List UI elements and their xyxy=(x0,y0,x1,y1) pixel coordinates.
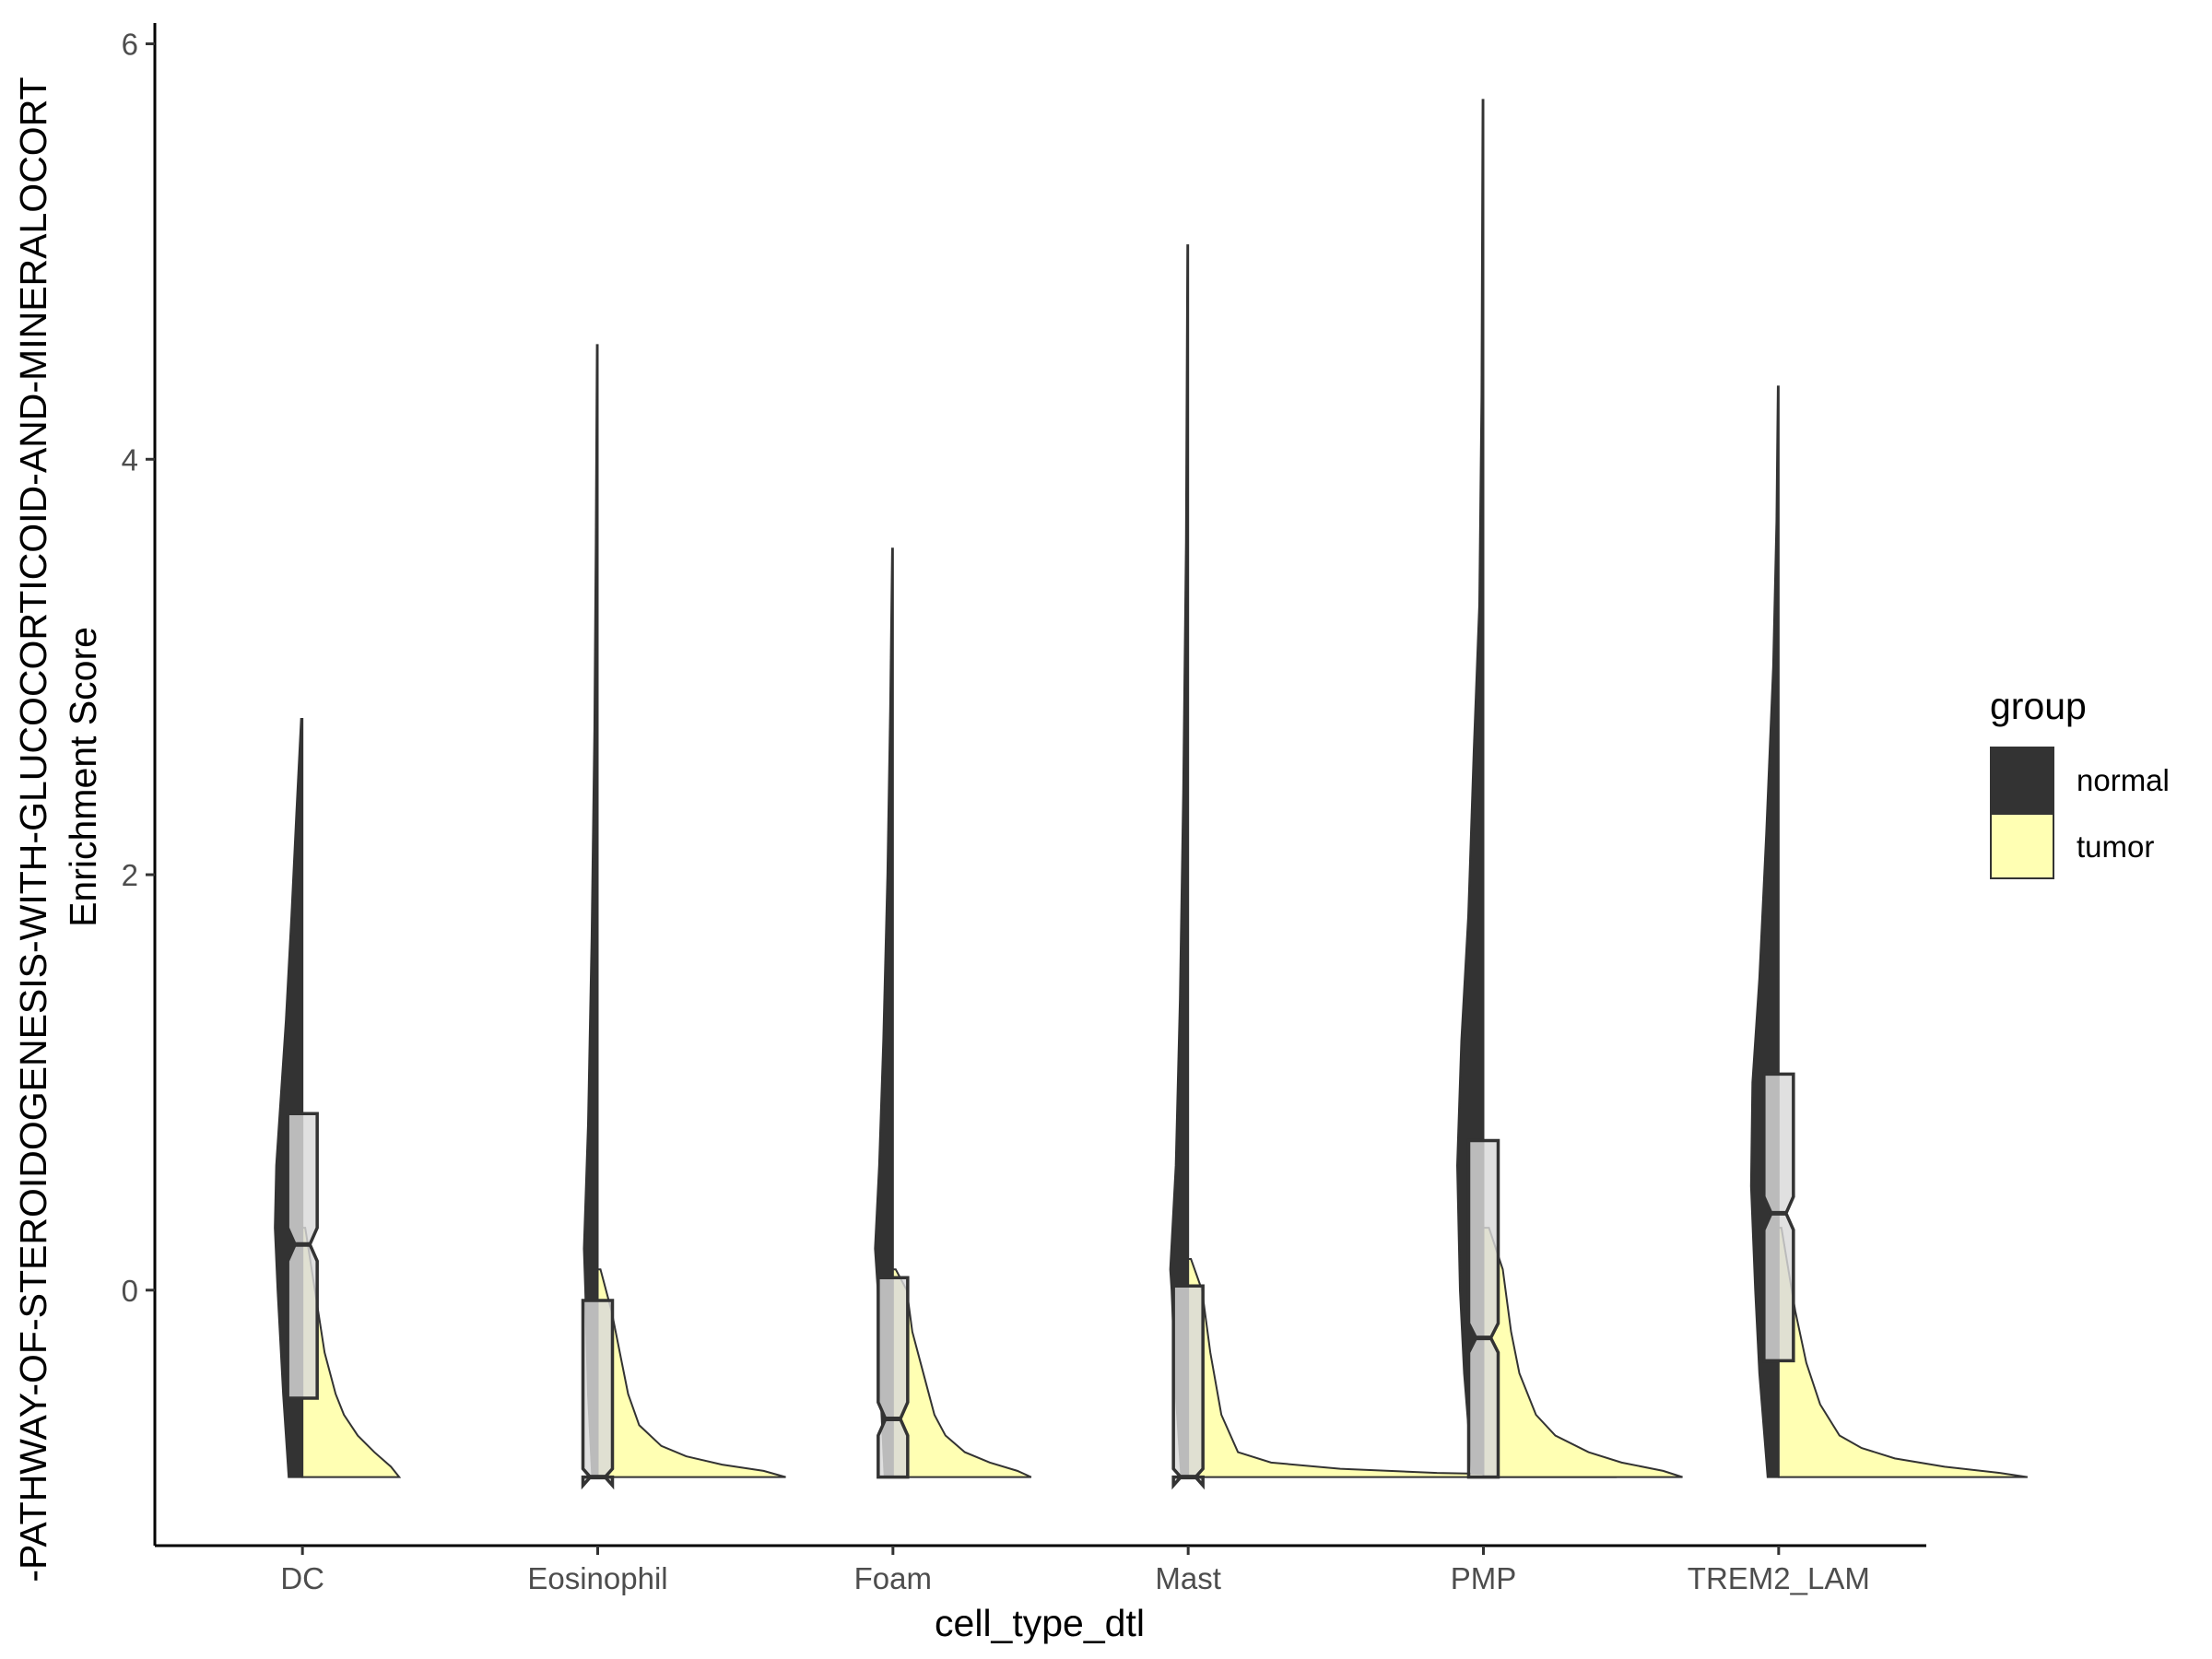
violin-tumor-foam xyxy=(891,1268,1032,1478)
boxplot-mast xyxy=(1171,1284,1205,1490)
y-tick-label-0: 0 xyxy=(122,1274,138,1308)
violin-tumor-pmp xyxy=(1482,1227,1683,1478)
legend-key-normal xyxy=(1990,747,2054,813)
boxplot-eosinophil xyxy=(581,1299,615,1490)
y-axis-title-line2: Enrichment Score xyxy=(62,627,104,927)
x-tick-label-pmp: PMP xyxy=(1451,1561,1517,1595)
legend: group normal tumor xyxy=(1990,685,2170,879)
legend-title: group xyxy=(1990,685,2087,727)
x-axis-title: cell_type_dtl xyxy=(935,1602,1145,1644)
plot-panel xyxy=(274,99,2028,1490)
legend-label-tumor: tumor xyxy=(2077,830,2154,864)
legend-label-normal: normal xyxy=(2077,763,2170,797)
violin-normal-pmp xyxy=(1455,99,1485,1478)
boxplot-trem2-lam xyxy=(1762,1072,1795,1363)
violin-tumor-trem2-lam xyxy=(1777,1227,2028,1478)
y-tick-label-6: 6 xyxy=(122,28,138,62)
y-axis-title-line1: -PATHWAY-OF-STEROIDOGENESIS-WITH-GLUCOCO… xyxy=(12,76,54,1582)
boxplot-foam xyxy=(877,1276,910,1479)
x-tick-label-trem2-lam: TREM2_LAM xyxy=(1688,1561,1870,1595)
x-tick-label-foam: Foam xyxy=(854,1561,932,1595)
violin-tumor-eosinophil xyxy=(596,1268,786,1478)
x-tick-label-dc: DC xyxy=(280,1561,324,1595)
boxplot-pmp xyxy=(1466,1138,1500,1479)
legend-key-tumor xyxy=(1990,813,2054,879)
x-tick-label-mast: Mast xyxy=(1155,1561,1221,1595)
x-tick-label-eosinophil: Eosinophil xyxy=(527,1561,667,1595)
y-tick-label-4: 4 xyxy=(122,442,138,477)
boxplot-dc xyxy=(286,1112,319,1400)
y-tick-label-2: 2 xyxy=(122,858,138,892)
axes: 0 2 4 6 DC Eosinophil Foam Mast PMP TREM2_LAM xyxy=(122,23,1926,1595)
